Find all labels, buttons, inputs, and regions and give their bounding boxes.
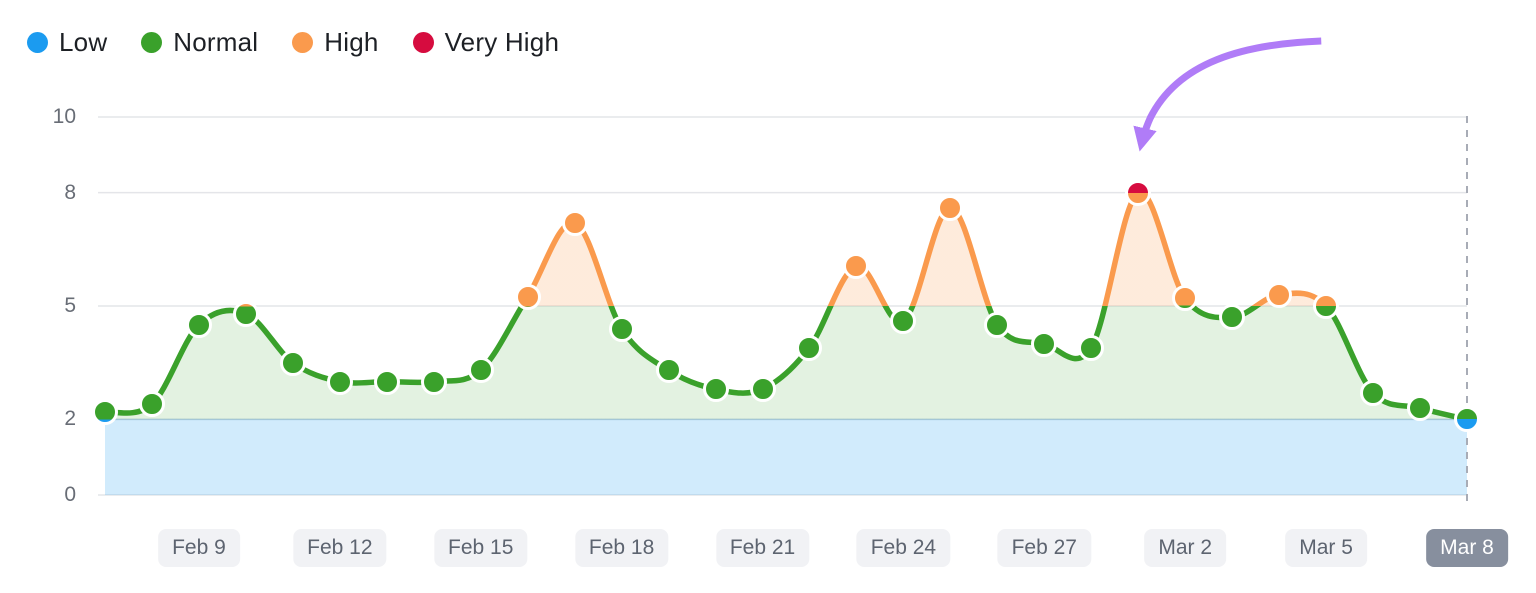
point-marker-feb-16[interactable] [514,283,541,310]
point-marker-feb-15[interactable] [467,357,494,384]
legend-item-high[interactable]: High [292,27,378,57]
point-marker-feb-10[interactable] [232,300,259,327]
point-marker-feb-21[interactable] [749,376,776,403]
y-axis-tick-label: 0 [64,483,76,506]
legend-dot-normal-icon [141,31,163,53]
point-marker-feb-27[interactable] [1031,330,1058,357]
point-marker-feb-19[interactable] [655,357,682,384]
point-marker-feb-12[interactable] [326,368,353,395]
x-axis-tick-mar-2[interactable]: Mar 2 [1144,529,1227,567]
x-axis-tick-feb-18[interactable]: Feb 18 [574,529,669,567]
legend-item-very_high[interactable]: Very High [412,27,560,57]
point-marker-mar-5[interactable] [1313,293,1340,319]
legend-dot-low-icon [27,31,48,53]
point-marker-feb-25[interactable] [937,194,964,221]
point-marker-feb-18[interactable] [608,315,635,342]
x-axis-tick-feb-12[interactable]: Feb 12 [293,529,387,567]
point-marker-feb-23[interactable] [843,253,870,280]
legend-item-low[interactable]: Low [27,27,107,57]
legend-dot-high-icon [292,31,314,53]
y-axis-tick-label: 5 [64,294,76,317]
legend: Low Normal High Very High [27,27,559,57]
annotation-arrow-icon [1133,37,1322,152]
series-area-fill [105,192,1467,420]
point-marker-mar-2[interactable] [1172,285,1199,312]
point-marker-feb-28[interactable] [1078,334,1105,361]
legend-item-label: Very High [444,27,560,57]
point-marker-feb-11[interactable] [279,349,306,376]
y-axis-tick-label: 2 [64,407,76,431]
point-marker-feb-9[interactable] [185,311,212,338]
point-marker-feb-13[interactable] [373,368,400,395]
point-marker-mar-6[interactable] [1360,379,1387,406]
point-marker-feb-14[interactable] [420,368,447,395]
point-marker-mar-7[interactable] [1407,395,1434,422]
point-marker-feb-7[interactable] [92,398,118,425]
x-axis-tick-mar-5[interactable]: Mar 5 [1285,529,1367,567]
legend-item-normal[interactable]: Normal [141,27,258,57]
point-marker-mar-4[interactable] [1266,281,1293,308]
point-marker-feb-20[interactable] [702,376,729,403]
x-axis-tick-feb-27[interactable]: Feb 27 [997,529,1091,567]
y-axis-tick-label: 8 [64,180,76,204]
legend-item-label: Normal [173,27,259,57]
x-axis-tick-feb-15[interactable]: Feb 15 [434,529,528,567]
point-marker-mar-3[interactable] [1219,304,1246,331]
x-axis-tick-feb-24[interactable]: Feb 24 [856,529,951,567]
point-marker-feb-8[interactable] [138,391,165,418]
point-marker-feb-22[interactable] [796,334,823,361]
point-marker-mar-1[interactable] [1125,179,1152,206]
y-axis-tick-label: 10 [52,105,76,128]
legend-dot-very_high-icon [412,31,434,53]
x-axis-tick-feb-9[interactable]: Feb 9 [158,529,240,567]
low-zone-band [105,419,1467,495]
point-marker-mar-8[interactable] [1454,406,1480,433]
point-marker-feb-24[interactable] [890,308,917,335]
legend-item-label: Low [59,27,108,57]
x-axis-tick-feb-21[interactable]: Feb 21 [715,529,810,567]
x-axis-tick-mar-8[interactable]: Mar 8 [1426,529,1508,567]
point-marker-feb-26[interactable] [984,311,1011,338]
point-marker-feb-17[interactable] [561,209,588,236]
legend-item-label: High [324,27,379,57]
